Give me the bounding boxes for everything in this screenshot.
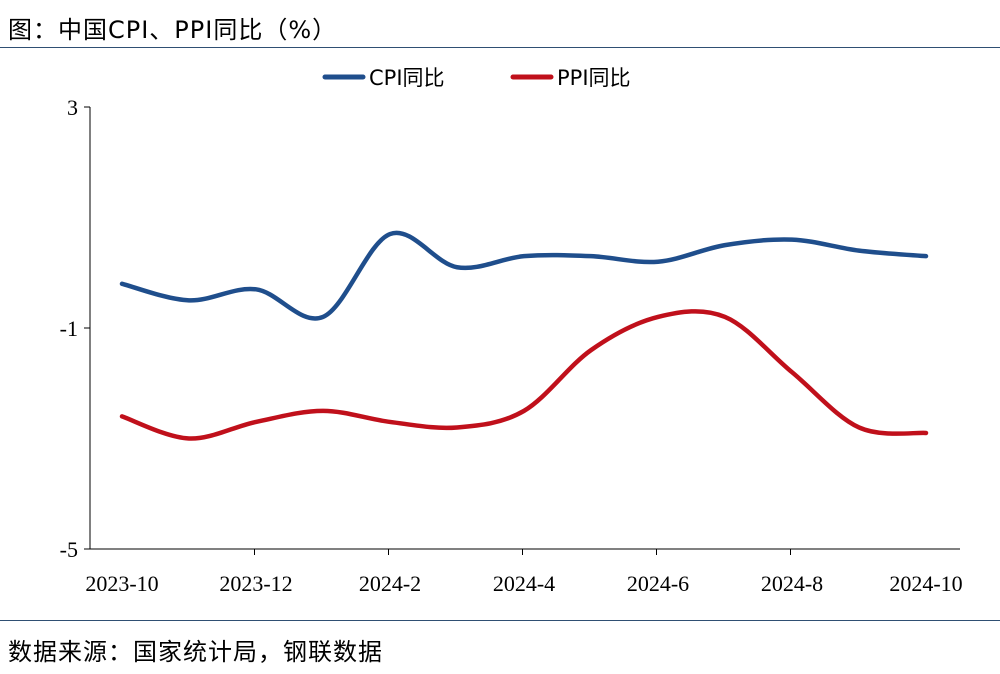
- source-note: 数据来源：国家统计局，钢联数据: [8, 638, 383, 666]
- x-tick-label: 2024-4: [493, 571, 555, 596]
- x-tick-label: 2024-10: [889, 571, 962, 596]
- line-chart: CPI同比 PPI同比 3 -1 -5 2023-10 2023-12 2024-2 2024…: [60, 66, 963, 596]
- legend: CPI同比 PPI同比: [322, 66, 631, 90]
- axes: 3 -1 -5 2023-10 2023-12 2024-2 2024-4 2024-6 202…: [60, 95, 963, 596]
- title-divider: [0, 47, 1000, 48]
- series-group: [119, 230, 929, 441]
- x-tick-label: 2024-8: [761, 571, 823, 596]
- series-line-ppi: [119, 309, 929, 441]
- series-line-cpi: [119, 230, 929, 321]
- chart-title: 图：中国CPI、PPI同比（%）: [8, 16, 338, 44]
- x-tick-label: 2023-10: [85, 571, 158, 596]
- source-divider: [0, 620, 1000, 621]
- y-tick-label: 3: [67, 95, 78, 120]
- y-tick-label: -5: [60, 537, 78, 562]
- legend-label: PPI同比: [557, 66, 631, 90]
- y-tick-label: -1: [60, 316, 78, 341]
- x-tick-label: 2023-12: [219, 571, 292, 596]
- x-tick-label: 2024-6: [627, 571, 689, 596]
- x-tick-label: 2024-2: [359, 571, 421, 596]
- legend-label: CPI同比: [369, 66, 445, 90]
